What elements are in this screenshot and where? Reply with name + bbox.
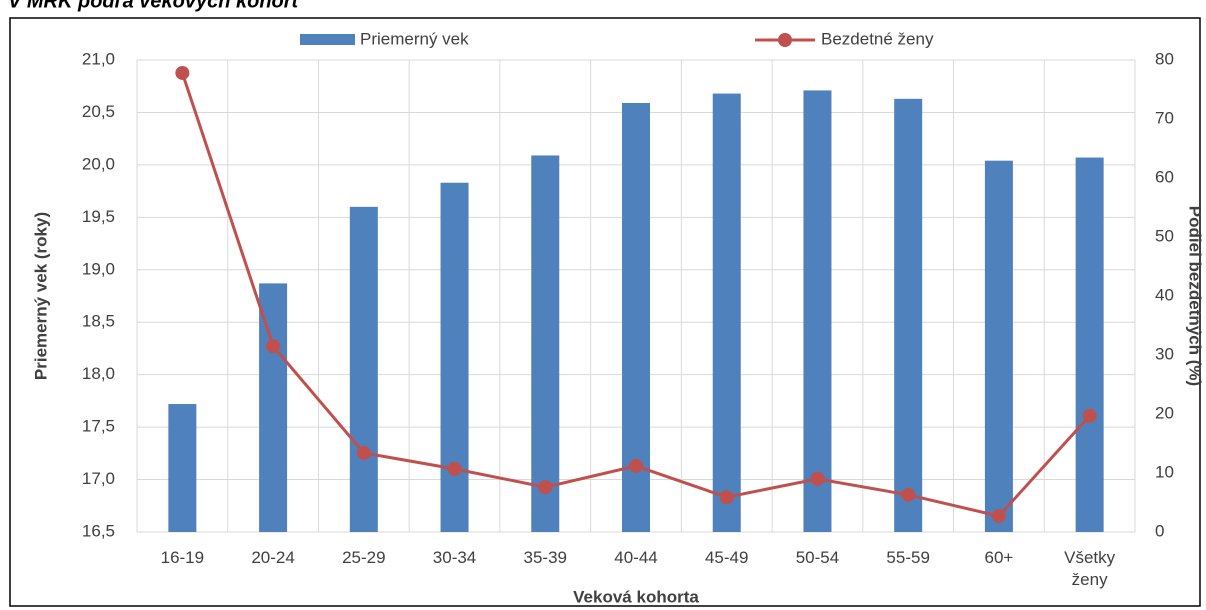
bar — [984, 160, 1013, 532]
y2-tick-label: 30 — [1155, 344, 1174, 363]
bar — [712, 93, 741, 532]
x-tick-label: 20-24 — [251, 548, 295, 567]
line-marker — [991, 509, 1006, 524]
chart-frame — [9, 17, 1201, 607]
bar — [259, 283, 288, 532]
line-marker — [719, 490, 734, 505]
y-tick-label: 19,5 — [82, 207, 115, 226]
x-tick-label: 25-29 — [342, 548, 386, 567]
bar — [894, 98, 923, 532]
legend-swatch — [300, 34, 355, 45]
bar — [1075, 157, 1104, 532]
x-tick-label: 35-39 — [523, 548, 567, 567]
y-tick-label: 20,0 — [82, 154, 115, 173]
bar — [803, 90, 832, 532]
x-tick-label: 45-49 — [704, 548, 749, 567]
y-tick-label: 20,5 — [82, 102, 115, 121]
x-tick-label: Všetky ženy — [1064, 548, 1116, 589]
x-tick-label: 30-34 — [432, 548, 477, 567]
line-marker — [538, 480, 553, 495]
y-tick-label: 19,0 — [82, 259, 115, 278]
x-tick-label: 40-44 — [614, 548, 658, 567]
y2-tick-label: 60 — [1155, 167, 1174, 186]
bar — [440, 182, 469, 532]
legend-marker — [778, 33, 792, 47]
chart-title: V MRK podľa vekových kohort — [8, 0, 300, 12]
line-marker — [1082, 408, 1097, 423]
bar — [531, 155, 560, 532]
y2-tick-label: 10 — [1155, 462, 1174, 481]
line-marker — [356, 445, 371, 460]
y2-tick-label: 0 — [1155, 521, 1164, 540]
y-tick-label: 21,0 — [82, 49, 115, 68]
line-marker — [901, 487, 916, 502]
legend-label: Bezdetné ženy — [821, 29, 934, 48]
legend-label: Priemerný vek — [360, 29, 469, 48]
y-axis-title: Priemerný vek (roky) — [31, 212, 50, 380]
y-tick-label: 17,5 — [82, 417, 115, 436]
y2-tick-label: 40 — [1155, 285, 1174, 304]
bar — [349, 206, 378, 532]
y-tick-label: 16,5 — [82, 521, 115, 540]
y2-tick-label: 50 — [1155, 226, 1174, 245]
y-tick-label: 18,0 — [82, 364, 115, 383]
x-tick-label: 55-59 — [886, 548, 930, 567]
line-marker — [266, 339, 281, 354]
y2-tick-label: 80 — [1155, 49, 1174, 68]
x-tick-label: 60+ — [984, 548, 1014, 567]
y-tick-label: 17,0 — [82, 469, 115, 488]
line-marker — [810, 471, 825, 486]
y-tick-label: 18,5 — [82, 312, 115, 331]
line-marker — [629, 458, 643, 473]
line-marker — [447, 461, 462, 476]
line-marker — [175, 65, 190, 80]
x-tick-label: 50-54 — [795, 548, 840, 567]
y2-tick-label: 70 — [1155, 108, 1174, 127]
x-tick-label: 16-19 — [160, 548, 205, 567]
x-axis-title: Veková kohorta — [573, 587, 699, 606]
y2-tick-label: 20 — [1155, 403, 1174, 422]
bar — [168, 404, 197, 532]
y2-axis-title: Podiel bezdetných (%) — [1186, 206, 1205, 386]
